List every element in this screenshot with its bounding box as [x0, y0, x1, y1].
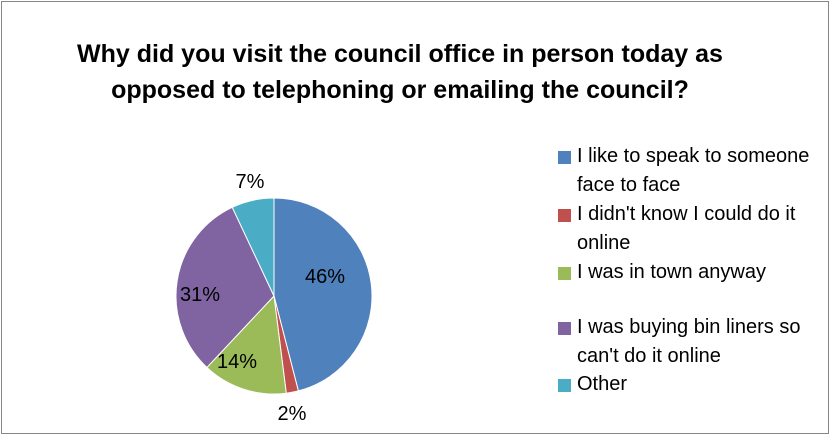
legend-item-didnt-know-online: I didn't know I could do it online — [558, 200, 826, 258]
legend-swatch-didnt-know-online — [558, 209, 571, 222]
legend-swatch-in-town — [558, 267, 571, 280]
legend-label-other: Other — [577, 373, 628, 395]
legend-label-in-town: I was in town anyway — [577, 261, 766, 283]
pie-slice-bin-liners — [175, 206, 275, 369]
legend-swatch-other — [558, 379, 571, 392]
legend-label-bin-liners: I was buying bin liners so can't do it o… — [577, 316, 801, 367]
legend-swatch-face-to-face — [558, 151, 571, 164]
data-label-other: 7% — [236, 171, 265, 193]
legend-item-in-town: I was in town anyway — [558, 258, 826, 287]
data-label-bin-liners: 31% — [180, 284, 220, 306]
legend-label-face-to-face: I like to speak to someone face to face — [577, 145, 810, 196]
legend-item-bin-liners: I was buying bin liners so can't do it o… — [558, 313, 826, 371]
pie-slice-other — [231, 197, 275, 297]
legend-label-didnt-know-online: I didn't know I could do it online — [577, 203, 796, 254]
pie-slice-face-to-face — [273, 197, 373, 392]
legend-swatch-bin-liners — [558, 322, 571, 335]
data-label-face-to-face: 46% — [305, 266, 345, 288]
pie-slice-in-town — [206, 294, 287, 395]
data-label-didnt-know-online: 2% — [278, 403, 307, 425]
legend-item-other: Other — [558, 370, 826, 399]
chart-title: Why did you visit the council office in … — [77, 40, 723, 104]
data-label-in-town: 14% — [217, 351, 257, 373]
legend-item-face-to-face: I like to speak to someone face to face — [558, 142, 826, 200]
